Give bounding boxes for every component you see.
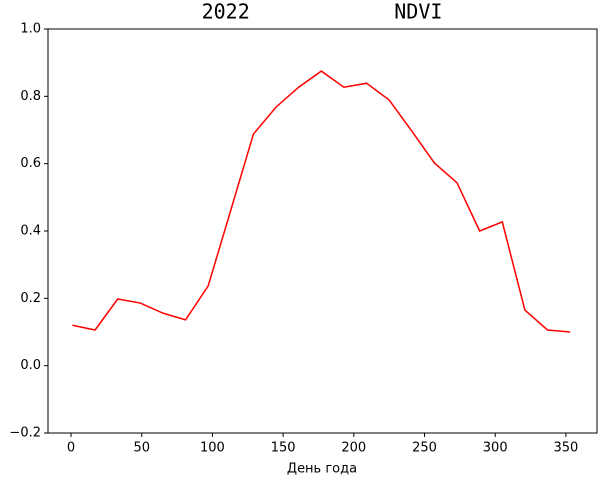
x-tick-label: 100 (200, 441, 225, 456)
y-tick-label: 0.2 (20, 291, 41, 306)
x-tick-label: 350 (553, 441, 578, 456)
x-axis-label: День года (287, 462, 357, 477)
plot-frame (47, 28, 598, 434)
x-tick-label: 50 (133, 441, 150, 456)
y-tick-label: 0.0 (20, 358, 41, 373)
x-tick-label: 200 (341, 441, 366, 456)
chart-title: 2022 NDVI (202, 0, 443, 24)
y-tick-label: 0.6 (20, 156, 41, 171)
x-tick-label: 0 (67, 441, 75, 456)
y-tick-label: −0.2 (9, 426, 41, 441)
x-tick-label: 150 (271, 441, 296, 456)
y-tick-label: 1.0 (20, 22, 41, 37)
x-tick-label: 300 (483, 441, 508, 456)
x-tick-label: 250 (412, 441, 437, 456)
y-tick-label: 0.4 (20, 224, 41, 239)
data-line (72, 70, 571, 333)
y-tick-label: 0.8 (20, 89, 41, 104)
